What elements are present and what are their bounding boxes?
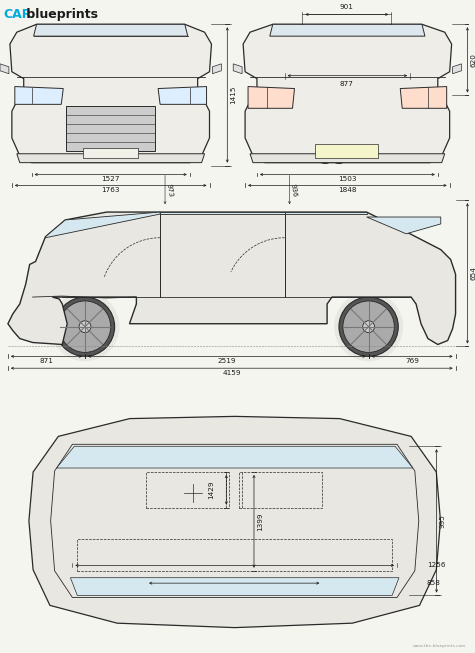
Polygon shape [453, 64, 462, 74]
Polygon shape [34, 24, 188, 36]
Text: 1527: 1527 [102, 176, 120, 182]
Circle shape [175, 139, 189, 153]
Polygon shape [160, 212, 285, 214]
Text: 4159: 4159 [222, 370, 241, 376]
Text: 1415: 1415 [230, 86, 236, 104]
Text: 871: 871 [39, 358, 53, 364]
Polygon shape [57, 446, 413, 468]
Polygon shape [212, 64, 221, 74]
Text: blueprints: blueprints [22, 8, 98, 22]
Text: 877: 877 [340, 80, 354, 87]
Polygon shape [270, 24, 425, 36]
Text: 2519: 2519 [218, 358, 236, 364]
Circle shape [33, 139, 47, 153]
Polygon shape [248, 87, 294, 108]
Polygon shape [10, 24, 211, 163]
Polygon shape [158, 87, 207, 104]
Circle shape [50, 292, 120, 361]
Text: 901: 901 [340, 5, 354, 10]
Polygon shape [315, 144, 379, 158]
Circle shape [56, 297, 114, 357]
Polygon shape [250, 153, 445, 163]
Text: 1763: 1763 [102, 187, 120, 193]
Text: 858: 858 [427, 580, 440, 586]
Polygon shape [46, 212, 160, 238]
Text: 1503: 1503 [338, 176, 357, 182]
Text: 936: 936 [290, 183, 297, 197]
Circle shape [343, 301, 394, 353]
Polygon shape [66, 106, 155, 151]
Polygon shape [29, 417, 440, 628]
Polygon shape [83, 148, 138, 158]
Text: 973: 973 [165, 183, 173, 197]
Polygon shape [285, 212, 367, 214]
Text: 769: 769 [405, 358, 419, 364]
Polygon shape [367, 217, 441, 234]
Polygon shape [243, 24, 452, 163]
Circle shape [79, 321, 91, 332]
Polygon shape [15, 87, 63, 104]
Polygon shape [233, 64, 242, 74]
Ellipse shape [320, 158, 330, 164]
Text: 1256: 1256 [427, 562, 445, 568]
Text: 1399: 1399 [257, 512, 263, 531]
Polygon shape [70, 578, 399, 596]
Polygon shape [17, 153, 205, 163]
Text: 995: 995 [439, 514, 446, 528]
Ellipse shape [334, 158, 344, 164]
Text: CAR: CAR [3, 8, 31, 22]
Circle shape [363, 321, 375, 332]
Circle shape [339, 297, 398, 357]
Circle shape [334, 292, 403, 361]
Text: 1429: 1429 [209, 481, 215, 499]
Text: 1848: 1848 [338, 187, 357, 193]
Text: 620: 620 [470, 53, 475, 67]
Circle shape [59, 301, 111, 353]
Polygon shape [0, 64, 9, 74]
Polygon shape [400, 87, 446, 108]
Polygon shape [8, 212, 456, 345]
Text: 654: 654 [470, 266, 475, 280]
Text: www.the-blueprints.com: www.the-blueprints.com [413, 644, 466, 648]
